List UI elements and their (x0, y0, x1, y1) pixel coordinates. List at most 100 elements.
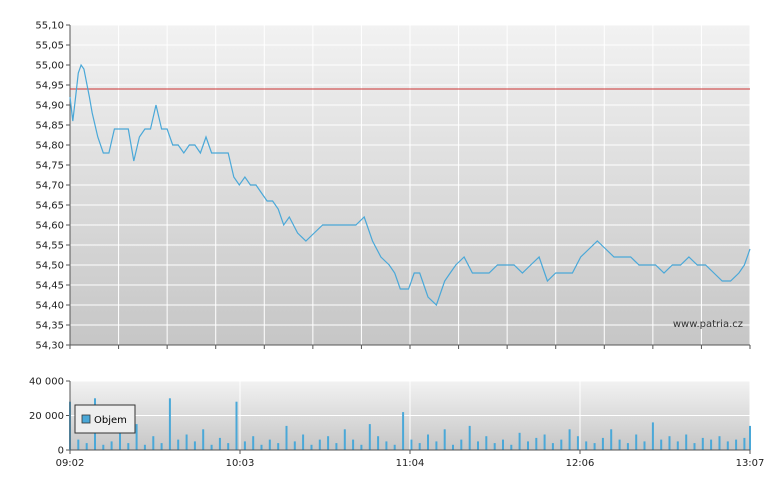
price-ytick-label: 55,05 (35, 41, 64, 52)
volume-bar (427, 434, 429, 450)
volume-bar (643, 441, 646, 450)
volume-bar (568, 429, 571, 450)
time-tick-label: 11:04 (396, 458, 425, 469)
volume-bar (252, 436, 255, 450)
volume-bar (610, 429, 613, 450)
volume-bar (618, 439, 621, 450)
volume-ytick-label: 40 000 (29, 377, 64, 388)
volume-bar (710, 439, 713, 450)
volume-bar (135, 424, 138, 450)
volume-bar (293, 441, 296, 450)
volume-bar (651, 422, 654, 450)
volume-bar (585, 441, 588, 450)
volume-bar (452, 444, 454, 450)
volume-bar (377, 436, 380, 450)
volume-panel: 40 000 20 000 009:02 10:03 11:04 12:06 13:07 Ob… (29, 377, 764, 470)
volume-bar (601, 437, 604, 450)
volume-bar (268, 439, 271, 450)
volume-bar (385, 441, 388, 450)
time-tick-label: 10:03 (226, 458, 255, 469)
volume-bar (260, 444, 263, 450)
volume-bar (593, 443, 596, 450)
volume-bar (668, 436, 671, 450)
legend-label: Objem (94, 415, 127, 426)
volume-bar (435, 441, 438, 450)
volume-bar (443, 429, 446, 450)
volume-bar (85, 443, 88, 450)
volume-bar (749, 425, 751, 450)
volume-bar (143, 444, 146, 450)
volume-bar (102, 444, 105, 450)
volume-bar (502, 439, 504, 450)
price-ytick-label: 54,40 (35, 301, 64, 312)
volume-bar (243, 441, 246, 450)
price-ytick-label: 54,75 (35, 161, 64, 172)
volume-bar (735, 439, 738, 450)
volume-bar (535, 437, 538, 450)
volume-bar (560, 439, 563, 450)
price-ytick-label: 54,60 (35, 221, 64, 232)
price-ytick-label: 54,90 (35, 101, 64, 112)
volume-bar (460, 439, 463, 450)
volume-bar (743, 437, 746, 450)
volume-bar (193, 441, 196, 450)
volume-bar (119, 429, 121, 450)
volume-bar (543, 434, 546, 450)
volume-bar (327, 436, 330, 450)
price-ytick-label: 54,65 (35, 201, 64, 212)
legend-swatch (81, 414, 91, 424)
time-tick-label: 09:02 (56, 458, 85, 469)
price-ytick-label: 54,85 (35, 121, 64, 132)
watermark: www.patria.cz (673, 319, 743, 330)
volume-bar (160, 443, 163, 450)
volume-bar (352, 439, 355, 450)
volume-bar (718, 436, 721, 450)
price-ytick-label: 54,50 (35, 261, 64, 272)
time-tick-label: 13:07 (736, 458, 765, 469)
volume-bar (576, 436, 579, 450)
time-tick-label: 12:06 (566, 458, 595, 469)
volume-legend: Objem (74, 404, 136, 434)
volume-bar (368, 424, 371, 450)
price-series-line (69, 63, 751, 307)
volume-bar (285, 425, 288, 450)
volume-bar (685, 434, 688, 450)
price-ytick-label: 54,45 (35, 281, 64, 292)
volume-bar (302, 434, 305, 450)
volume-bar (218, 437, 221, 450)
volume-bar (418, 443, 421, 450)
volume-bar (127, 443, 130, 450)
volume-bar (676, 441, 679, 450)
volume-bar (318, 439, 321, 450)
volume-bar (177, 439, 180, 450)
volume-bar (518, 432, 521, 451)
volume-bar (168, 398, 171, 451)
volume-bar (335, 443, 338, 450)
price-ytick-label: 54,95 (35, 81, 64, 92)
volume-bar (210, 444, 213, 450)
volume-bar (693, 443, 696, 450)
volume-bar (202, 429, 205, 450)
volume-bar (726, 441, 729, 450)
volume-ytick-label: 20 000 (29, 411, 64, 422)
price-ytick-label: 54,30 (35, 341, 64, 352)
price-panel: 55,10 55,05 55,00 54,95 54,90 54,85 54,80 54,75… (35, 21, 751, 352)
volume-bar (185, 434, 188, 450)
volume-bar (343, 429, 346, 450)
volume-bar (277, 443, 280, 450)
volume-bar (227, 443, 230, 450)
price-ytick-label: 54,55 (35, 241, 64, 252)
volume-bar (393, 444, 396, 450)
volume-bar (402, 412, 405, 450)
volume-ytick-label: 0 (58, 446, 64, 457)
volume-bar (77, 439, 80, 450)
price-ytick-label: 55,00 (35, 61, 64, 72)
volume-bar (477, 441, 479, 450)
volume-bar (701, 437, 704, 450)
volume-bar (660, 439, 663, 450)
volume-bar (360, 444, 363, 450)
price-ytick-label: 55,10 (35, 21, 64, 32)
volume-bar (468, 425, 471, 450)
